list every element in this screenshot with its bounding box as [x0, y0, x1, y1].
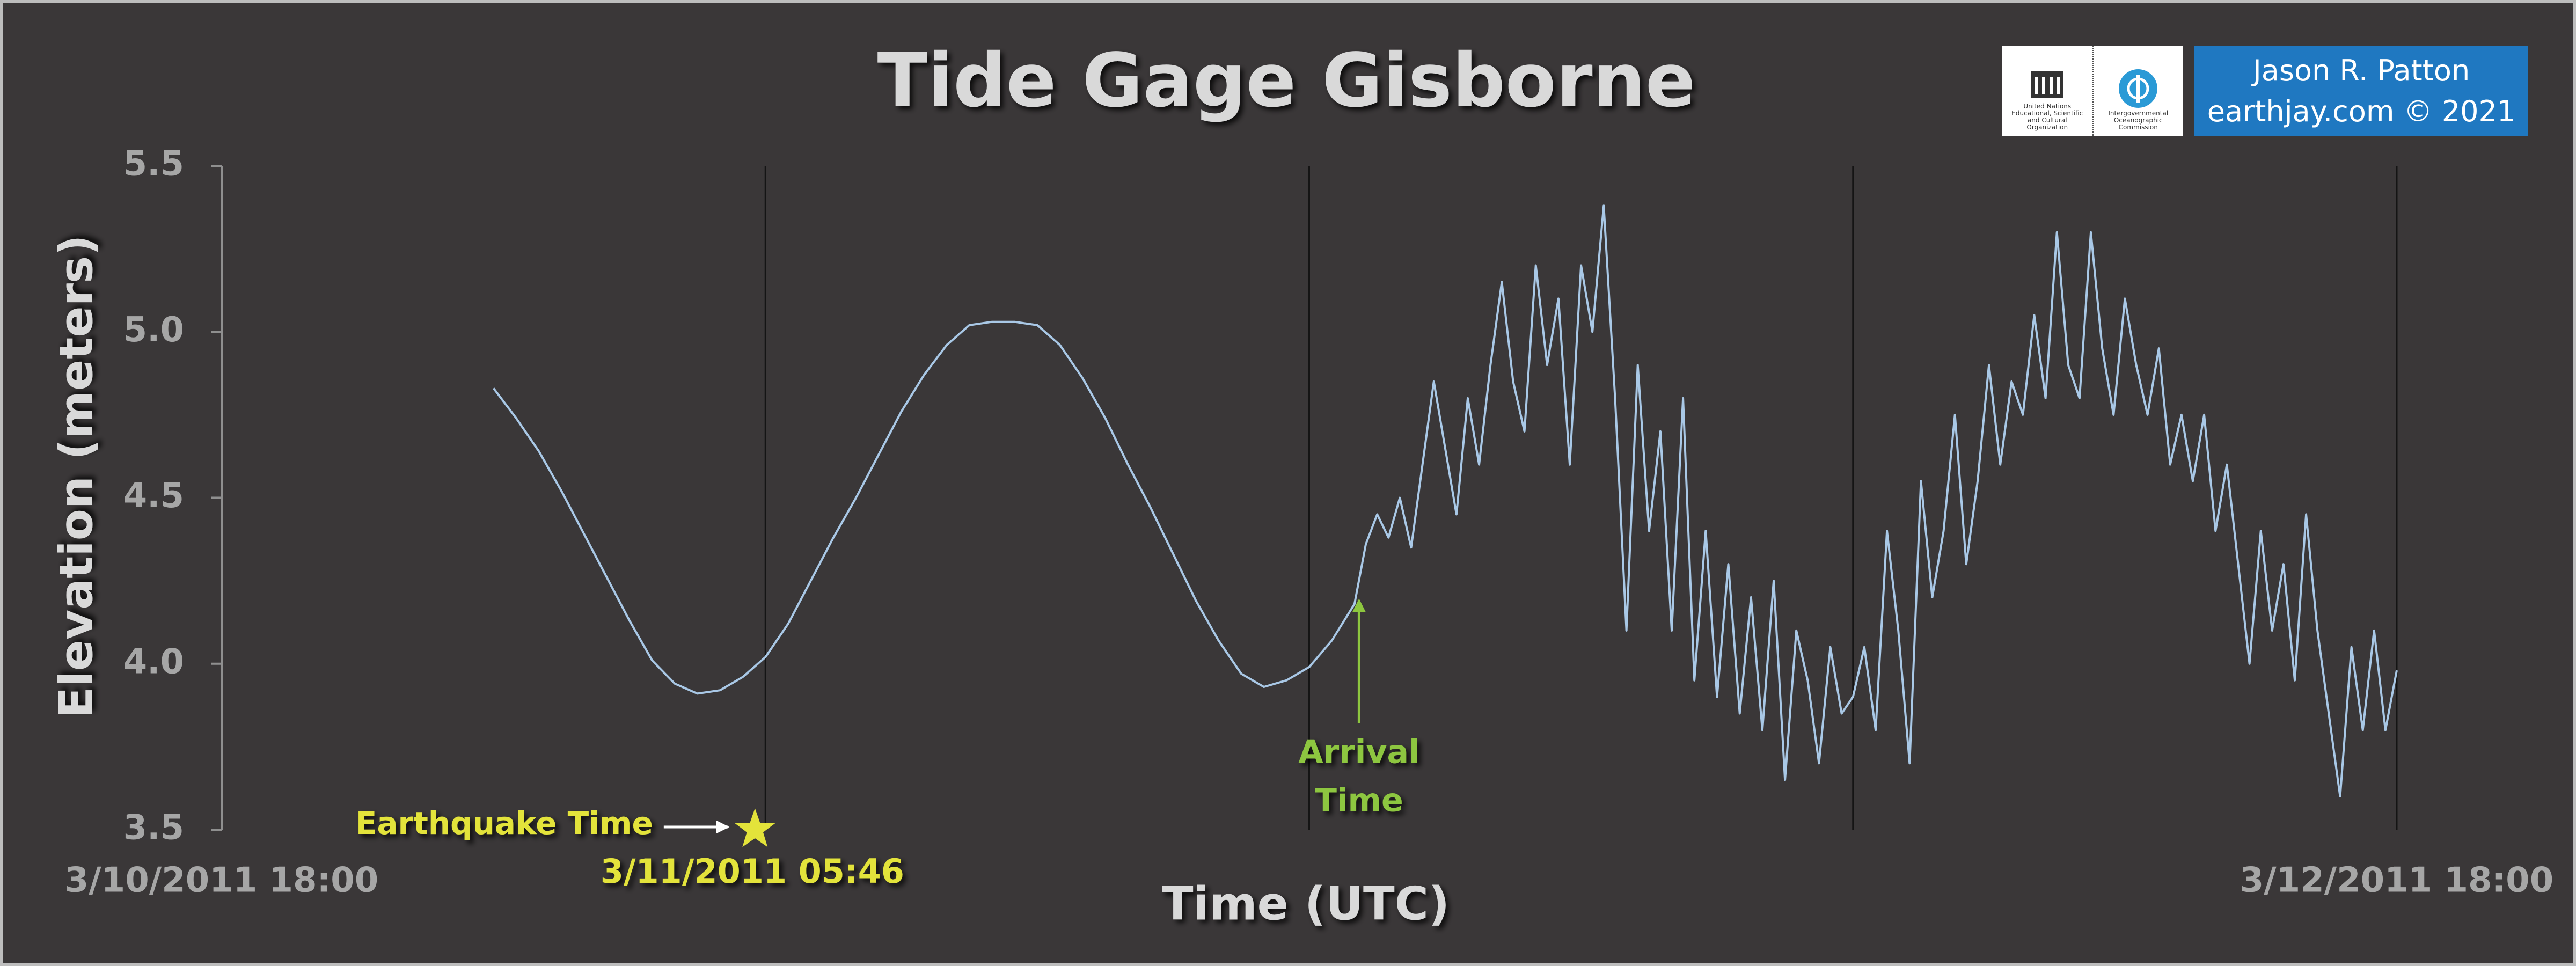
chart-title: Tide Gage Gisborne [877, 38, 1696, 124]
earthquake-star [734, 808, 775, 847]
x-tick-label: 3/12/2011 18:00 [2240, 861, 2553, 901]
logo-text: United Nations Educational, Scientific a… [2011, 103, 2083, 131]
y-tick-label: 4.5 [123, 476, 184, 516]
icon [2119, 69, 2158, 108]
y-axis-title: Elevation (meters) [49, 235, 103, 718]
ioc-logo: Intergovernmental Oceanographic Commissi… [2094, 46, 2184, 136]
x-tick-label: 3/10/2011 18:00 [65, 861, 378, 901]
annotation-label: Arrival [1298, 734, 1419, 771]
logos: United Nations Educational, Scientific a… [2002, 46, 2183, 136]
x-axis-title: Time (UTC) [1162, 877, 1450, 931]
y-tick-label: 3.5 [123, 808, 184, 848]
credit-author: Jason R. Patton [2252, 54, 2470, 87]
credit-box: Jason R. Patton earthjay.com © 2021 [2194, 46, 2528, 136]
logo-text: Intergovernmental Oceanographic Commissi… [2108, 109, 2169, 131]
annotation-label: Time [1315, 782, 1403, 819]
credit-site: earthjay.com © 2021 [2207, 94, 2516, 128]
unesco-logo: United Nations Educational, Scientific a… [2002, 46, 2094, 136]
annotation-date: 3/11/2011 05:46 [601, 852, 904, 891]
data-line [493, 204, 2398, 798]
y-tick-label: 5.5 [123, 144, 184, 184]
y-tick-label: 5.0 [123, 310, 184, 350]
icon [2031, 71, 2063, 98]
y-tick-label: 4.0 [123, 642, 184, 682]
annotation-label: Earthquake Time [356, 805, 653, 841]
